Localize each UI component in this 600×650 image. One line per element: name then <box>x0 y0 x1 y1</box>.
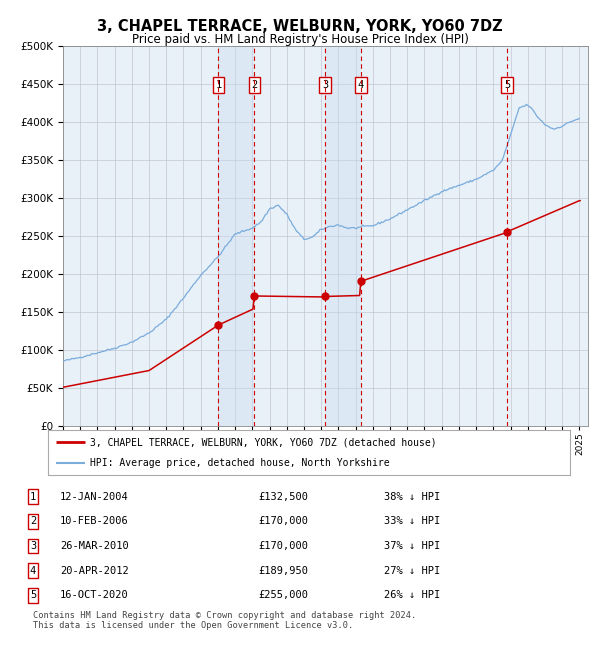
Text: Price paid vs. HM Land Registry's House Price Index (HPI): Price paid vs. HM Land Registry's House … <box>131 32 469 46</box>
Text: 5: 5 <box>30 590 36 601</box>
Bar <box>325 46 361 426</box>
Text: 1: 1 <box>215 80 221 90</box>
Text: £255,000: £255,000 <box>258 590 308 601</box>
Text: 26-MAR-2010: 26-MAR-2010 <box>60 541 129 551</box>
Text: 4: 4 <box>30 566 36 576</box>
Text: £170,000: £170,000 <box>258 516 308 526</box>
Text: 12-JAN-2004: 12-JAN-2004 <box>60 491 129 502</box>
Text: 3, CHAPEL TERRACE, WELBURN, YORK, YO60 7DZ (detached house): 3, CHAPEL TERRACE, WELBURN, YORK, YO60 7… <box>90 437 436 447</box>
Text: 38% ↓ HPI: 38% ↓ HPI <box>384 491 440 502</box>
Text: 33% ↓ HPI: 33% ↓ HPI <box>384 516 440 526</box>
Text: 27% ↓ HPI: 27% ↓ HPI <box>384 566 440 576</box>
Text: 20-APR-2012: 20-APR-2012 <box>60 566 129 576</box>
Text: £132,500: £132,500 <box>258 491 308 502</box>
Text: 2: 2 <box>30 516 36 526</box>
Text: £189,950: £189,950 <box>258 566 308 576</box>
Bar <box>218 46 254 426</box>
Text: 37% ↓ HPI: 37% ↓ HPI <box>384 541 440 551</box>
Text: 16-OCT-2020: 16-OCT-2020 <box>60 590 129 601</box>
Text: HPI: Average price, detached house, North Yorkshire: HPI: Average price, detached house, Nort… <box>90 458 389 467</box>
Text: 2: 2 <box>251 80 257 90</box>
Text: Contains HM Land Registry data © Crown copyright and database right 2024.
This d: Contains HM Land Registry data © Crown c… <box>33 611 416 630</box>
Text: 26% ↓ HPI: 26% ↓ HPI <box>384 590 440 601</box>
Text: £170,000: £170,000 <box>258 541 308 551</box>
Text: 1: 1 <box>30 491 36 502</box>
Text: 3, CHAPEL TERRACE, WELBURN, YORK, YO60 7DZ: 3, CHAPEL TERRACE, WELBURN, YORK, YO60 7… <box>97 19 503 34</box>
Text: 5: 5 <box>504 80 510 90</box>
Text: 10-FEB-2006: 10-FEB-2006 <box>60 516 129 526</box>
Text: 3: 3 <box>30 541 36 551</box>
Text: 4: 4 <box>358 80 364 90</box>
Text: 3: 3 <box>322 80 328 90</box>
